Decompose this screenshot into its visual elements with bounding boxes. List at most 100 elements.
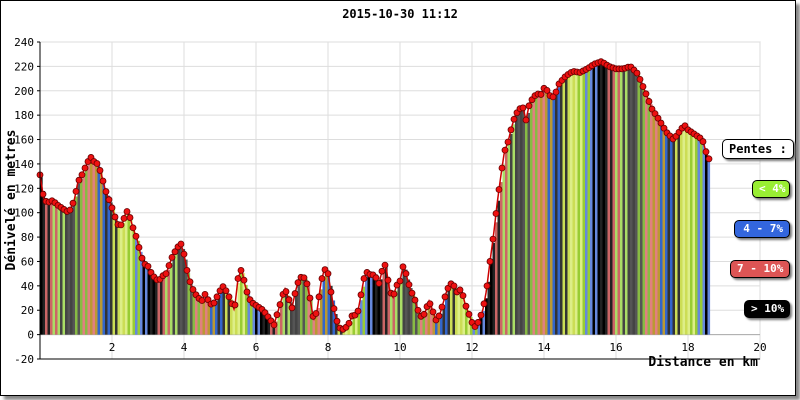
elevation-bar bbox=[510, 133, 513, 335]
elevation-bar bbox=[470, 317, 473, 335]
elevation-bar bbox=[127, 212, 131, 335]
elevation-bar bbox=[282, 296, 286, 335]
elevation-bar bbox=[475, 326, 478, 335]
elevation-bar bbox=[415, 300, 418, 335]
profile-marker bbox=[291, 290, 299, 297]
profile-marker bbox=[270, 321, 278, 329]
elevation-bar bbox=[377, 282, 381, 335]
elevation-bar bbox=[170, 262, 173, 335]
elevation-bar bbox=[492, 242, 496, 335]
elevation-bar bbox=[460, 289, 463, 335]
elevation-bar bbox=[697, 136, 701, 335]
profile-marker bbox=[273, 311, 281, 319]
elevation-bar bbox=[447, 289, 451, 335]
profile-marker bbox=[96, 167, 104, 174]
elevation-bar bbox=[45, 199, 48, 335]
profile-marker bbox=[474, 319, 482, 326]
elevation-bar bbox=[567, 74, 571, 335]
elevation-bar bbox=[222, 287, 226, 335]
elevation-bar bbox=[562, 79, 566, 335]
elevation-bar bbox=[202, 299, 206, 335]
x-tick-label: 6 bbox=[253, 341, 260, 354]
profile-marker bbox=[465, 310, 473, 318]
elevation-bar bbox=[657, 117, 661, 335]
profile-marker bbox=[126, 214, 134, 221]
elevation-bar bbox=[437, 317, 441, 335]
elevation-bar bbox=[407, 279, 411, 335]
elevation-bar bbox=[215, 300, 218, 335]
elevation-bar bbox=[245, 284, 248, 335]
profile-marker bbox=[489, 235, 497, 243]
profile-marker bbox=[231, 301, 239, 309]
elevation-bar bbox=[477, 323, 481, 335]
elevation-bar bbox=[285, 288, 288, 335]
elevation-bar bbox=[205, 294, 208, 335]
y-tick-label: 160 bbox=[14, 134, 34, 147]
profile-marker bbox=[213, 293, 221, 301]
elevation-bar bbox=[357, 313, 361, 335]
profile-marker bbox=[429, 308, 437, 316]
elevation-bar bbox=[585, 69, 588, 335]
profile-marker bbox=[462, 302, 470, 310]
elevation-bar bbox=[502, 164, 506, 335]
profile-marker bbox=[381, 261, 389, 269]
elevation-bar bbox=[55, 202, 58, 335]
elevation-bar bbox=[412, 294, 416, 335]
elevation-bar bbox=[570, 73, 573, 335]
legend-item-4-7: 4 - 7% bbox=[734, 220, 790, 238]
profile-marker bbox=[390, 290, 398, 298]
profile-marker bbox=[168, 253, 176, 261]
elevation-bar bbox=[227, 293, 231, 335]
elevation-bar bbox=[360, 300, 363, 335]
elevation-bar bbox=[167, 269, 171, 335]
elevation-bar bbox=[420, 314, 423, 335]
elevation-bar bbox=[145, 264, 148, 335]
profile-marker bbox=[360, 275, 368, 282]
elevation-bar bbox=[627, 67, 631, 335]
profile-marker bbox=[99, 177, 107, 185]
elevation-bar bbox=[172, 256, 176, 335]
profile-marker bbox=[543, 86, 551, 94]
profile-marker bbox=[372, 274, 380, 282]
elevation-bar bbox=[385, 265, 388, 335]
elevation-bar bbox=[162, 276, 166, 335]
profile-marker bbox=[312, 310, 320, 317]
elevation-bar bbox=[307, 286, 311, 335]
y-tick-label: 40 bbox=[21, 280, 34, 293]
elevation-bar bbox=[372, 275, 376, 335]
elevation-bar bbox=[497, 200, 501, 335]
profile-marker bbox=[120, 214, 128, 222]
profile-marker bbox=[78, 171, 86, 179]
elevation-bar bbox=[637, 73, 641, 335]
elevation-bar bbox=[575, 71, 578, 335]
elevation-bar bbox=[180, 242, 183, 335]
profile-marker bbox=[420, 310, 428, 318]
profile-marker bbox=[327, 288, 335, 296]
elevation-bar bbox=[632, 68, 636, 335]
elevation-bar bbox=[362, 286, 366, 335]
elevation-bar bbox=[650, 103, 653, 335]
profile-marker bbox=[402, 270, 410, 278]
profile-marker bbox=[108, 204, 116, 212]
elevation-bar bbox=[355, 315, 358, 335]
chart-title: 2015-10-30 11:12 bbox=[342, 7, 458, 21]
elevation-bar bbox=[90, 157, 93, 335]
elevation-bar bbox=[610, 66, 613, 335]
elevation-bar bbox=[635, 71, 638, 335]
elevation-bar bbox=[107, 195, 111, 335]
elevation-bar bbox=[390, 290, 393, 335]
elevation-bar bbox=[297, 284, 301, 335]
elevation-bar bbox=[490, 261, 493, 335]
profile-marker bbox=[654, 114, 662, 122]
profile-marker bbox=[699, 138, 707, 145]
elevation-bar bbox=[387, 276, 391, 335]
elevation-bar bbox=[117, 223, 121, 335]
elevation-bar bbox=[237, 282, 241, 335]
elevation-bars bbox=[40, 62, 711, 335]
profile-marker bbox=[411, 296, 419, 304]
profile-marker bbox=[639, 83, 647, 90]
elevation-bar bbox=[225, 288, 228, 335]
elevation-bar bbox=[275, 321, 278, 335]
elevation-bar bbox=[685, 125, 688, 335]
